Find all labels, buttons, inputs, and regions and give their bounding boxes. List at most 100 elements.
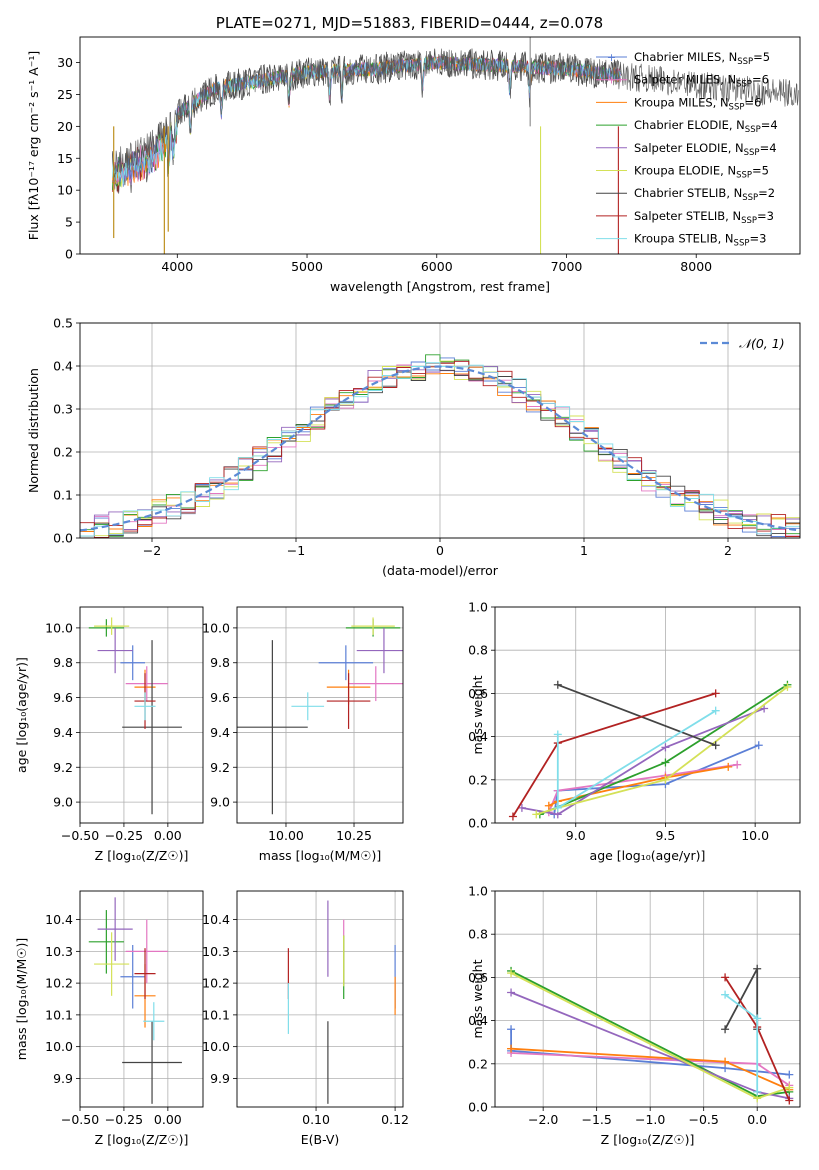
y-tick-label: 0.3 [53,402,73,417]
weight-marker-kroupa-miles [544,801,553,810]
weight-marker-salpeter-elodie [661,743,670,752]
x-tick-label: 4000 [161,259,193,274]
x-axis-label: (data-model)/error [382,563,499,578]
y-tick-label: 0.2 [468,772,488,787]
x-tick-label: −1.0 [635,1112,665,1127]
y-tick-label: 10.0 [45,1039,73,1054]
weight-marker-salpeter-stelib [785,1096,794,1105]
y-tick-label: 9.2 [53,760,73,775]
legend-label-subscript: SSP [734,239,750,249]
y-tick-label: 0.8 [468,643,488,658]
legend-label-value: =5 [752,164,769,178]
weight-line-kroupa-elodie [536,686,788,816]
y-tick-label: 0.0 [468,816,488,831]
x-axis-label: Z [log₁₀(Z/Z☉)] [95,848,189,863]
y-tick-label: 0.6 [468,970,488,985]
y-axis-label: age [log₁₀(age/yr)] [14,657,29,773]
weight-marker-kroupa-miles [721,1057,730,1066]
plot-area [237,617,403,815]
legend: 𝒩(0, 1) [700,336,785,351]
gridlines [79,607,203,823]
weight-line-kroupa-stelib [724,993,759,1092]
legend-label-subscript: SSP [737,57,753,67]
weight-marker-kroupa-elodie [507,969,516,978]
x-tick-label: 10.00 [268,828,304,843]
weight-marker-kroupa-stelib [553,730,562,739]
weight-marker-kroupa-stelib [753,1014,762,1023]
x-tick-label: 0.0 [747,1112,767,1127]
y-tick-label: 9.6 [53,690,73,705]
y-tick-label: 0 [65,247,73,262]
y-tick-label: 10.4 [202,912,230,927]
y-tick-label: 9.0 [210,795,230,810]
y-tick-label: 30 [57,55,73,70]
x-tick-label: 2 [724,543,732,558]
axes-frame [236,606,404,824]
legend: + Chabrier MILES, NSSP=5+ Salpeter MILES, … [596,50,778,249]
x-tick-label: 10.0 [741,828,769,843]
weight-marker-chabrier-stelib [753,964,762,973]
weight-line-kroupa-miles [548,765,729,807]
weight-marker-chabrier-miles [754,741,763,750]
x-axis-label: age [log₁₀(age/yr)] [590,848,706,863]
weight-marker-chabrier-stelib [721,1025,730,1034]
y-axis-label: mass [log₁₀(M/M☉)] [14,938,29,1060]
x-tick-label: 7000 [551,259,583,274]
y-tick-label: 9.9 [210,1071,230,1086]
y-tick-label: 0.2 [468,1056,488,1071]
panel-7: 0.10 0.12 9.9 10.0 10.1 10.2 10.3 10.4 E(B-V) [202,890,409,1147]
x-tick-label: −1 [287,543,305,558]
legend-label: Salpeter ELODIE, NSSP=4 [634,141,777,158]
x-tick-label: 9.0 [566,828,586,843]
y-tick-label: 0.6 [468,686,488,701]
legend-label-name: Chabrier ELODIE, N [634,118,745,132]
gridlines [79,891,203,1107]
weight-marker-salpeter-stelib [508,812,517,821]
legend-marker: + [607,74,616,87]
legend-label: Chabrier STELIB, NSSP=2 [634,186,775,203]
panel-4: 10.00 10.25 9.0 9.2 9.4 9.6 9.8 10.0 mass [log₁₀… [202,606,404,863]
y-tick-label: 9.0 [53,795,73,810]
x-tick-label: −0.50 [61,1112,99,1127]
normal-curve [80,365,800,532]
y-tick-label: 9.9 [53,1071,73,1086]
weight-marker-kroupa-elodie [783,682,792,691]
y-tick-label: 10.4 [45,912,73,927]
weight-marker-kroupa-stelib [721,990,730,999]
weight-marker-kroupa-elodie [785,1083,794,1092]
legend-label: Kroupa ELODIE, NSSP=5 [634,164,769,181]
y-tick-label: 5 [65,215,73,230]
weight-line-salpeter-miles [547,763,738,813]
axes-frame [236,890,404,1108]
x-tick-label: 1 [580,543,588,558]
y-axis-label: Normed distribution [26,368,41,493]
legend-label-value: =2 [758,186,775,200]
weight-marker-chabrier-miles [785,1070,794,1079]
y-tick-label: 0.5 [53,316,73,331]
plot-area [508,680,792,821]
legend-label-name: Kroupa ELODIE, N [634,164,736,178]
axes-frame [494,890,801,1108]
weight-marker-kroupa-elodie [532,810,541,819]
y-tick-label: 15 [57,151,73,166]
y-tick-label: 10.0 [45,620,73,635]
axes-frame [494,606,801,824]
panel-8: −2.0 −1.5 −1.0 −0.5 0.0 0.0 0.2 0.4 0.6 0.8 1.0 Z [… [468,884,801,1147]
legend-label-subscript: SSP [729,102,745,112]
plot-area [80,354,800,538]
x-axis-label: E(B-V) [301,1132,340,1147]
y-axis-label: mass weight [470,675,485,754]
y-tick-label: 0.0 [53,531,73,546]
y-tick-label: 0.4 [53,359,73,374]
y-tick-label: 20 [57,119,73,134]
x-tick-label: 6000 [421,259,453,274]
legend-label-subscript: SSP [736,171,752,181]
x-tick-label: −0.25 [105,828,143,843]
y-tick-label: 1.0 [468,884,488,899]
legend-label-value: =4 [760,141,777,155]
legend-label-subscript: SSP [742,193,758,203]
x-axis-label: Z [log₁₀(Z/Z☉)] [601,1132,695,1147]
legend-label-name: Chabrier MILES, N [634,50,737,64]
legend-label-name: Kroupa MILES, N [634,95,729,109]
